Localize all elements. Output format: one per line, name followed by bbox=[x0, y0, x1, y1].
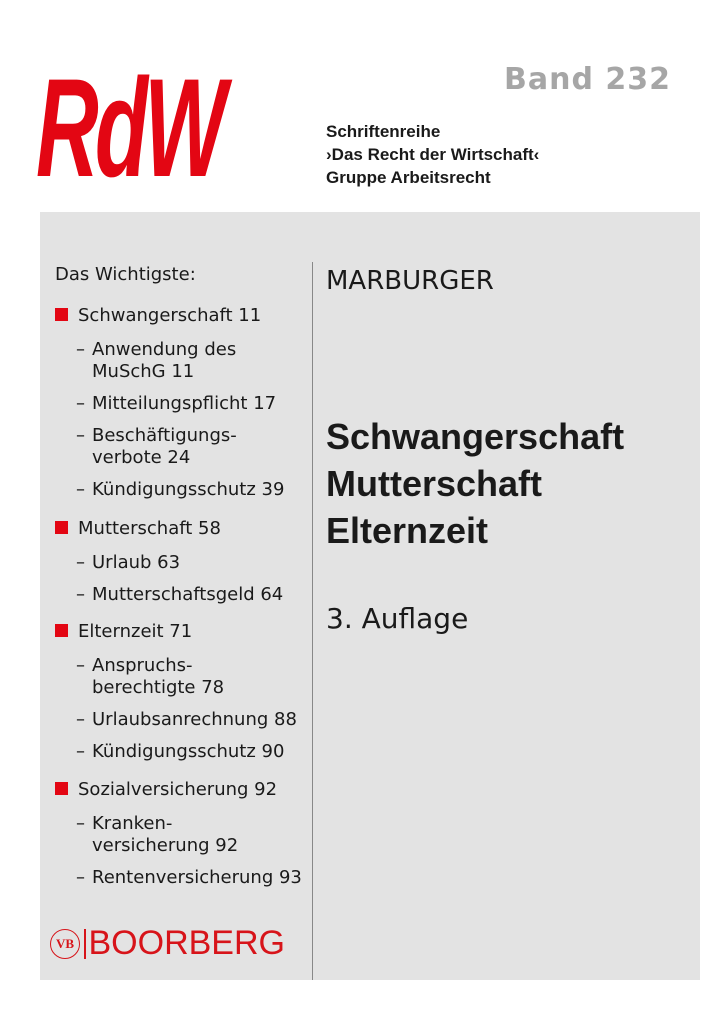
series-line: Schriftenreihe bbox=[326, 122, 441, 141]
dash-icon: – bbox=[76, 813, 85, 834]
subsection-label-cont: versicherung 92 bbox=[92, 835, 239, 856]
toc-subsection: – Kranken-versicherung 92 bbox=[76, 813, 238, 857]
subsection-label: Kündigungsschutz 39 bbox=[92, 479, 285, 500]
cover-panel bbox=[40, 212, 700, 980]
dash-icon: – bbox=[76, 709, 85, 730]
toc-subsection: – Anspruchs-berechtigte 78 bbox=[76, 655, 224, 699]
toc-section: Elternzeit 71 bbox=[55, 621, 192, 643]
toc-subsection: – Urlaubsanrechnung 88 bbox=[76, 709, 297, 731]
toc-section: Mutterschaft 58 bbox=[55, 518, 221, 540]
edition: 3. Auflage bbox=[326, 602, 469, 635]
toc-subsection: – Mutterschaftsgeld 64 bbox=[76, 584, 283, 606]
logo-divider bbox=[84, 928, 86, 959]
toc-subsection: – Kündigungsschutz 39 bbox=[76, 479, 284, 501]
title-line: Elternzeit bbox=[326, 510, 489, 551]
toc-subsection: – Urlaub 63 bbox=[76, 552, 180, 574]
dash-icon: – bbox=[76, 867, 85, 888]
volume-number: Band 232 bbox=[503, 62, 671, 97]
toc-section: Schwangerschaft 11 bbox=[55, 305, 261, 327]
subsection-label: Mitteilungspflicht 17 bbox=[92, 393, 277, 414]
dash-icon: – bbox=[76, 479, 85, 500]
subsection-label: Kranken- bbox=[92, 813, 173, 834]
subsection-label: Kündigungsschutz 90 bbox=[92, 741, 285, 762]
subsection-label-cont: berechtigte 78 bbox=[92, 677, 225, 698]
red-square-bullet-icon bbox=[55, 308, 68, 321]
toc-subsection: – Rentenversicherung 93 bbox=[76, 867, 302, 889]
title-line: Mutterschaft bbox=[326, 463, 543, 504]
dash-icon: – bbox=[76, 741, 85, 762]
subsection-label: Rentenversicherung 93 bbox=[92, 867, 302, 888]
section-label: Sozialversicherung 92 bbox=[78, 779, 278, 800]
red-square-bullet-icon bbox=[55, 782, 68, 795]
dash-icon: – bbox=[76, 339, 85, 360]
subsection-label: Beschäftigungs- bbox=[92, 425, 237, 446]
subsection-label: Anspruchs- bbox=[92, 655, 193, 676]
dash-icon: – bbox=[76, 552, 85, 573]
toc-subsection: – Beschäftigungs-verbote 24 bbox=[76, 425, 237, 469]
publisher-name: BOORBERG bbox=[88, 924, 285, 962]
toc-subsection: – Kündigungsschutz 90 bbox=[76, 741, 284, 763]
column-divider bbox=[312, 262, 313, 980]
section-label: Mutterschaft 58 bbox=[78, 518, 221, 539]
toc-heading: Das Wichtigste: bbox=[55, 264, 196, 285]
series-line: ›Das Recht der Wirtschaft‹ bbox=[326, 145, 540, 164]
subsection-label: Anwendung des bbox=[92, 339, 237, 360]
publisher-logo: VB BOORBERG bbox=[50, 924, 285, 963]
rdw-logo: RdW bbox=[36, 49, 226, 206]
title-line: Schwangerschaft bbox=[326, 416, 625, 457]
author: MARBURGER bbox=[326, 266, 494, 296]
series-line: Gruppe Arbeitsrecht bbox=[326, 168, 491, 187]
section-label: Schwangerschaft 11 bbox=[78, 305, 262, 326]
dash-icon: – bbox=[76, 425, 85, 446]
toc-heading-row: Das Wichtigste: bbox=[55, 264, 196, 286]
dash-icon: – bbox=[76, 655, 85, 676]
subsection-label: Urlaubsanrechnung 88 bbox=[92, 709, 297, 730]
red-square-bullet-icon bbox=[55, 624, 68, 637]
toc-subsection: – Mitteilungspflicht 17 bbox=[76, 393, 276, 415]
toc-subsection: – Anwendung des MuSchG 11 bbox=[76, 339, 236, 383]
dash-icon: – bbox=[76, 393, 85, 414]
red-square-bullet-icon bbox=[55, 521, 68, 534]
toc-section: Sozialversicherung 92 bbox=[55, 779, 277, 801]
subsection-label: Mutterschaftsgeld 64 bbox=[92, 584, 284, 605]
dash-icon: – bbox=[76, 584, 85, 605]
subsection-label-cont: verbote 24 bbox=[92, 447, 191, 468]
subsection-label: Urlaub 63 bbox=[92, 552, 181, 573]
boorberg-seal-icon: VB bbox=[50, 928, 80, 959]
subsection-label-cont: MuSchG 11 bbox=[92, 361, 195, 382]
section-label: Elternzeit 71 bbox=[78, 621, 193, 642]
